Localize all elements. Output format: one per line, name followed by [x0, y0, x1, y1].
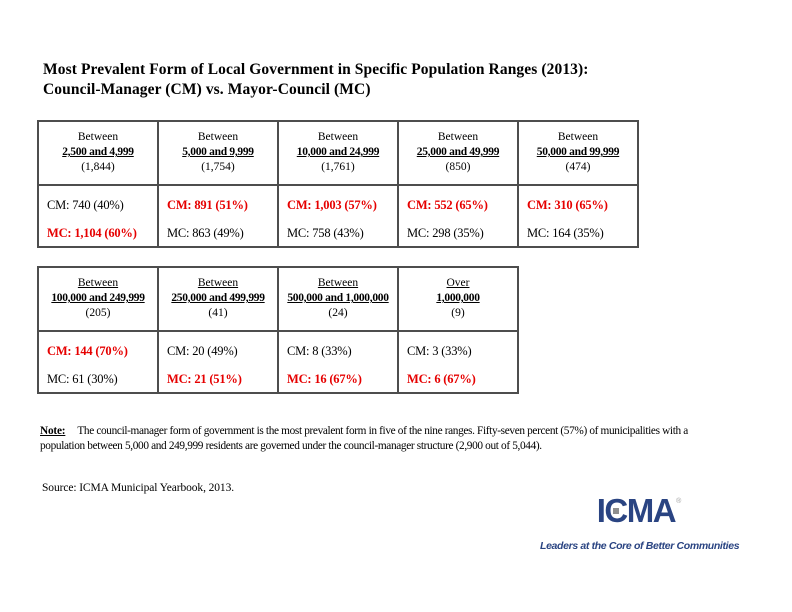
- population-range-column: Between 25,000 and 49,999 (850) CM: 552 (65…: [397, 122, 517, 246]
- range-header-cell: Between 250,000 and 499,999 (41): [159, 268, 277, 332]
- logo-letters-ma: MA: [626, 492, 677, 529]
- range-label: 500,000 and 1,000,000: [287, 292, 389, 304]
- range-count-label: (41): [208, 307, 228, 319]
- population-range-column: Between 500,000 and 1,000,000 (24) CM: 8 (3…: [277, 268, 397, 392]
- range-header-cell: Between 50,000 and 99,999 (474): [519, 122, 637, 186]
- cm-value: CM: 8 (33%): [287, 344, 352, 358]
- range-data-cell: CM: 740 (40%) MC: 1,104 (60%): [39, 186, 157, 246]
- source-citation: Source: ICMA Municipal Yearbook, 2013.: [42, 482, 235, 494]
- population-table-large-ranges: Between 100,000 and 249,999 (205) CM: 144 (…: [37, 266, 519, 394]
- range-header-cell: Between 10,000 and 24,999 (1,761): [279, 122, 397, 186]
- cm-value: CM: 552 (65%): [407, 198, 488, 212]
- population-range-column: Between 5,000 and 9,999 (1,754) CM: 891 (51…: [157, 122, 277, 246]
- population-range-column: Between 10,000 and 24,999 (1,761) CM: 1,003…: [277, 122, 397, 246]
- range-header-cell: Between 2,500 and 4,999 (1,844): [39, 122, 157, 186]
- mc-value: MC: 21 (51%): [167, 372, 242, 386]
- mc-value: MC: 863 (49%): [167, 226, 244, 240]
- note-line-1: Note: The council-manager form of governm…: [40, 424, 780, 439]
- range-count-label: (1,844): [81, 161, 115, 173]
- range-header-cell: Between 500,000 and 1,000,000 (24): [279, 268, 397, 332]
- range-label: 50,000 and 99,999: [536, 146, 620, 158]
- range-prefix-label: Over: [446, 277, 470, 289]
- mc-value: MC: 298 (35%): [407, 226, 484, 240]
- mc-value: MC: 1,104 (60%): [47, 226, 137, 240]
- registered-mark: ®: [676, 498, 682, 505]
- icma-logo-wordmark: ICMA®: [597, 494, 682, 537]
- range-data-cell: CM: 891 (51%) MC: 863 (49%): [159, 186, 277, 246]
- cm-value: CM: 310 (65%): [527, 198, 608, 212]
- mc-value: MC: 164 (35%): [527, 226, 604, 240]
- range-prefix-label: Between: [557, 131, 599, 143]
- cm-value: CM: 144 (70%): [47, 344, 128, 358]
- range-data-cell: CM: 3 (33%) MC: 6 (67%): [399, 332, 517, 392]
- range-data-cell: CM: 144 (70%) MC: 61 (30%): [39, 332, 157, 392]
- range-header-cell: Over 1,000,000 (9): [399, 268, 517, 332]
- page-title-line1: Most Prevalent Form of Local Government …: [43, 61, 589, 78]
- page-title-line2: Council-Manager (CM) vs. Mayor-Council (…: [43, 80, 371, 98]
- range-count-label: (24): [328, 307, 348, 319]
- range-header-cell: Between 25,000 and 49,999 (850): [399, 122, 517, 186]
- icma-logo: ICMA® Leaders at the Core of Better Comm…: [540, 494, 740, 552]
- note-text-1: The council-manager form of government i…: [77, 425, 688, 437]
- range-count-label: (1,761): [321, 161, 355, 173]
- range-data-cell: CM: 8 (33%) MC: 16 (67%): [279, 332, 397, 392]
- note-text-2: population between 5,000 and 249,999 res…: [40, 439, 542, 452]
- range-count-label: (205): [85, 307, 111, 319]
- population-range-column: Over 1,000,000 (9) CM: 3 (33%) MC: 6 (67%): [397, 268, 517, 392]
- cm-value: CM: 1,003 (57%): [287, 198, 377, 212]
- range-prefix-label: Between: [317, 277, 359, 289]
- range-count-label: (850): [445, 161, 471, 173]
- note-paragraph: Note: The council-manager form of governm…: [40, 424, 780, 453]
- range-count-label: (1,754): [201, 161, 235, 173]
- range-label: 10,000 and 24,999: [296, 146, 380, 158]
- note-label: Note:: [40, 425, 66, 437]
- range-prefix-label: Between: [197, 277, 239, 289]
- page-title: Most Prevalent Form of Local Government …: [43, 60, 589, 99]
- range-data-cell: CM: 20 (49%) MC: 21 (51%): [159, 332, 277, 392]
- range-header-cell: Between 5,000 and 9,999 (1,754): [159, 122, 277, 186]
- range-data-cell: CM: 1,003 (57%) MC: 758 (43%): [279, 186, 397, 246]
- mc-value: MC: 758 (43%): [287, 226, 364, 240]
- cm-value: CM: 20 (49%): [167, 344, 238, 358]
- range-label: 2,500 and 4,999: [62, 146, 134, 158]
- logo-tagline: Leaders at the Core of Better Communitie…: [540, 540, 740, 552]
- range-prefix-label: Between: [77, 277, 119, 289]
- range-label: 1,000,000: [436, 292, 480, 304]
- population-range-column: Between 50,000 and 99,999 (474) CM: 310 (65…: [517, 122, 637, 246]
- mc-value: MC: 16 (67%): [287, 372, 362, 386]
- range-label: 250,000 and 499,999: [171, 292, 265, 304]
- range-prefix-label: Between: [437, 131, 479, 143]
- range-label: 100,000 and 249,999: [51, 292, 145, 304]
- range-count-label: (474): [565, 161, 591, 173]
- logo-square-icon: [613, 508, 620, 515]
- cm-value: CM: 740 (40%): [47, 198, 124, 212]
- population-table-small-ranges: Between 2,500 and 4,999 (1,844) CM: 740 (40…: [37, 120, 639, 248]
- range-count-label: (9): [451, 307, 465, 319]
- range-prefix-label: Between: [77, 131, 119, 143]
- logo-letter-i: I: [596, 492, 606, 529]
- range-prefix-label: Between: [317, 131, 359, 143]
- range-data-cell: CM: 552 (65%) MC: 298 (35%): [399, 186, 517, 246]
- cm-value: CM: 891 (51%): [167, 198, 248, 212]
- range-label: 25,000 and 49,999: [416, 146, 500, 158]
- logo-letter-c: C: [604, 494, 628, 527]
- cm-value: CM: 3 (33%): [407, 344, 472, 358]
- population-range-column: Between 100,000 and 249,999 (205) CM: 144 (…: [39, 268, 157, 392]
- range-data-cell: CM: 310 (65%) MC: 164 (35%): [519, 186, 637, 246]
- range-prefix-label: Between: [197, 131, 239, 143]
- mc-value: MC: 61 (30%): [47, 372, 118, 386]
- note-line-2: population between 5,000 and 249,999 res…: [40, 439, 780, 454]
- mc-value: MC: 6 (67%): [407, 372, 476, 386]
- population-range-column: Between 250,000 and 499,999 (41) CM: 20 (49…: [157, 268, 277, 392]
- range-header-cell: Between 100,000 and 249,999 (205): [39, 268, 157, 332]
- range-label: 5,000 and 9,999: [182, 146, 254, 158]
- population-range-column: Between 2,500 and 4,999 (1,844) CM: 740 (40…: [39, 122, 157, 246]
